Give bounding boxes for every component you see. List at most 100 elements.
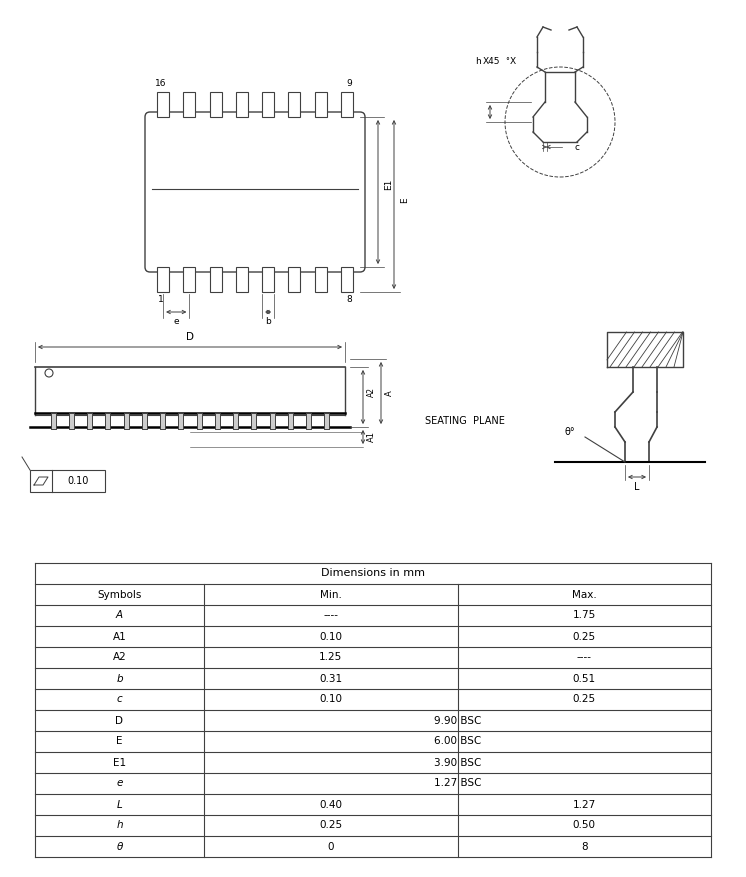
Bar bbox=[124, 413, 128, 429]
Bar bbox=[210, 267, 222, 292]
Bar bbox=[251, 413, 257, 429]
Text: X: X bbox=[510, 58, 516, 67]
Text: E: E bbox=[401, 197, 410, 203]
Bar bbox=[51, 413, 56, 429]
Bar bbox=[160, 413, 165, 429]
Text: 0.25: 0.25 bbox=[573, 695, 596, 704]
Bar bbox=[105, 413, 110, 429]
Bar bbox=[105, 413, 110, 429]
Bar bbox=[157, 267, 169, 292]
Text: 1: 1 bbox=[158, 296, 164, 304]
Bar bbox=[233, 413, 238, 429]
Text: °: ° bbox=[505, 58, 509, 67]
Text: A: A bbox=[384, 390, 393, 396]
Bar bbox=[233, 413, 238, 429]
Bar bbox=[236, 92, 248, 117]
Bar bbox=[87, 413, 93, 429]
Text: 9.90 BSC: 9.90 BSC bbox=[434, 716, 481, 725]
Text: Dimensions in mm: Dimensions in mm bbox=[321, 568, 425, 579]
Text: 3.90 BSC: 3.90 BSC bbox=[434, 758, 481, 767]
Text: 0.51: 0.51 bbox=[573, 674, 596, 683]
Text: A2: A2 bbox=[366, 387, 375, 397]
Text: 1.75: 1.75 bbox=[573, 610, 596, 621]
Bar bbox=[289, 267, 301, 292]
Bar bbox=[269, 413, 275, 429]
Bar bbox=[51, 413, 56, 429]
Text: E: E bbox=[116, 737, 123, 746]
Text: Symbols: Symbols bbox=[97, 589, 142, 600]
Text: A: A bbox=[116, 610, 123, 621]
FancyBboxPatch shape bbox=[145, 112, 365, 272]
Bar bbox=[325, 413, 329, 429]
Bar bbox=[341, 267, 353, 292]
Text: 6.00 BSC: 6.00 BSC bbox=[434, 737, 481, 746]
Bar bbox=[315, 267, 327, 292]
Bar bbox=[160, 413, 165, 429]
Polygon shape bbox=[607, 332, 683, 367]
Text: h: h bbox=[475, 58, 480, 67]
Text: A1: A1 bbox=[366, 431, 375, 443]
Text: e: e bbox=[116, 779, 122, 788]
Text: E1: E1 bbox=[384, 178, 393, 189]
Bar bbox=[178, 413, 184, 429]
Text: 0.10: 0.10 bbox=[319, 695, 342, 704]
Bar bbox=[262, 92, 274, 117]
Bar bbox=[341, 92, 353, 117]
Text: 0.31: 0.31 bbox=[319, 674, 342, 683]
Text: e: e bbox=[173, 317, 179, 326]
Bar bbox=[178, 413, 184, 429]
Bar bbox=[236, 267, 248, 292]
Bar bbox=[269, 413, 275, 429]
Bar bbox=[251, 413, 257, 429]
Text: 0.25: 0.25 bbox=[573, 631, 596, 641]
Text: ----: ---- bbox=[323, 610, 338, 621]
Text: X45: X45 bbox=[483, 58, 501, 67]
Text: 1.27: 1.27 bbox=[573, 800, 596, 809]
Bar bbox=[210, 92, 222, 117]
Text: 9: 9 bbox=[346, 80, 352, 89]
Text: θ: θ bbox=[116, 842, 122, 852]
Bar bbox=[315, 92, 327, 117]
Text: 0.10: 0.10 bbox=[67, 476, 89, 486]
Bar bbox=[184, 267, 195, 292]
Text: ----: ---- bbox=[577, 652, 592, 662]
Bar bbox=[87, 413, 93, 429]
Text: 0.40: 0.40 bbox=[319, 800, 342, 809]
Text: 0: 0 bbox=[327, 842, 334, 852]
Text: L: L bbox=[634, 482, 640, 492]
Bar bbox=[142, 413, 147, 429]
Text: Min.: Min. bbox=[320, 589, 342, 600]
Bar bbox=[288, 413, 292, 429]
Text: 0.10: 0.10 bbox=[319, 631, 342, 641]
Text: b: b bbox=[116, 674, 123, 683]
Text: θ°: θ° bbox=[565, 427, 575, 437]
Text: c: c bbox=[574, 142, 580, 152]
Bar bbox=[197, 413, 201, 429]
Text: A1: A1 bbox=[113, 631, 126, 641]
Bar bbox=[184, 92, 195, 117]
Text: 16: 16 bbox=[155, 80, 167, 89]
Bar bbox=[289, 92, 301, 117]
Text: 8: 8 bbox=[581, 842, 588, 852]
Bar bbox=[215, 413, 220, 429]
Text: c: c bbox=[116, 695, 122, 704]
Text: E1: E1 bbox=[113, 758, 126, 767]
Text: 0.25: 0.25 bbox=[319, 821, 342, 831]
Text: 1.27 BSC: 1.27 BSC bbox=[433, 779, 481, 788]
Bar bbox=[157, 92, 169, 117]
Text: SEATING  PLANE: SEATING PLANE bbox=[425, 416, 505, 426]
Text: L: L bbox=[116, 800, 122, 809]
Bar bbox=[215, 413, 220, 429]
Text: Max.: Max. bbox=[572, 589, 597, 600]
Text: h: h bbox=[116, 821, 123, 831]
Bar bbox=[288, 413, 292, 429]
Text: D: D bbox=[116, 716, 124, 725]
Text: b: b bbox=[266, 317, 271, 326]
Bar bbox=[306, 413, 311, 429]
Bar bbox=[30, 470, 105, 492]
Text: 0.50: 0.50 bbox=[573, 821, 596, 831]
Bar bbox=[69, 413, 74, 429]
Bar bbox=[124, 413, 128, 429]
Text: D: D bbox=[186, 332, 194, 342]
Bar bbox=[262, 267, 274, 292]
